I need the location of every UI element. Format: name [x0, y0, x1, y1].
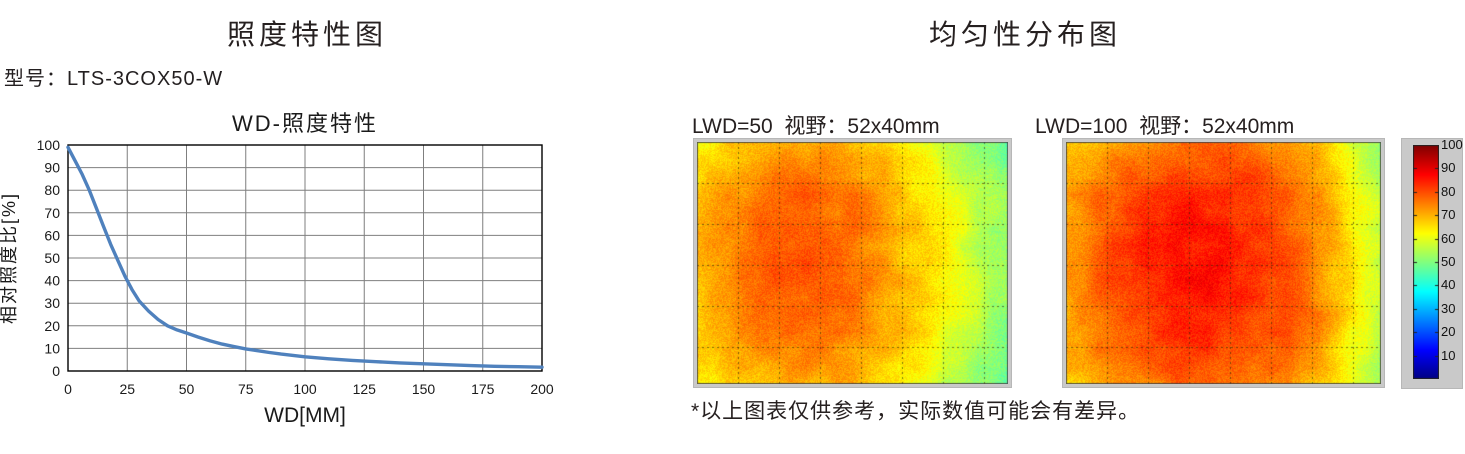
colorbar-tick-label: 10 — [1441, 347, 1456, 363]
colorbar-tick-label: 30 — [1441, 300, 1456, 316]
x-axis-tick-label: 50 — [179, 381, 195, 397]
y-axis-label: 相对照度比[%] — [0, 192, 19, 324]
y-axis-tick-label: 60 — [44, 227, 60, 243]
y-axis-tick-label: 30 — [44, 295, 60, 311]
uniformity-heatmap-lwd100 — [1063, 139, 1384, 387]
illuminance-curve — [66, 145, 544, 369]
chart-title: WD-照度特性 — [232, 111, 378, 136]
x-axis-tick-label: 175 — [471, 381, 495, 397]
y-axis-tick-label: 0 — [52, 363, 60, 379]
heatmap-lwd50-canvas — [697, 142, 1008, 384]
colorbar-tick-label: 50 — [1441, 254, 1456, 269]
wd-illuminance-line-chart: 0 10 20 30 40 50 60 70 80 90 100 0 25 50 75 100 125 150 17… — [0, 111, 554, 427]
model-number-label: 型号：LTS-3COX50-W — [4, 68, 224, 90]
y-axis-tick-label: 10 — [44, 340, 60, 356]
colorbar-panel: 100 90 80 70 60 50 40 30 20 10 — [1402, 137, 1463, 388]
x-axis-label: WD[MM] — [264, 404, 346, 427]
y-axis-tick-label: 50 — [44, 250, 60, 266]
y-axis-tick-label: 70 — [44, 205, 60, 221]
x-axis-tick-label: 100 — [293, 381, 317, 397]
y-axis-tick-label: 20 — [44, 318, 60, 334]
heatmap-lwd50-label: LWD=50 视野：52x40mm — [692, 115, 940, 138]
heatmap-lwd100-label: LWD=100 视野：52x40mm — [1035, 115, 1295, 138]
x-axis-tick-label: 200 — [530, 381, 554, 397]
uniformity-heatmap-lwd50 — [694, 139, 1011, 387]
y-axis-tick-label: 100 — [37, 137, 61, 153]
colorbar-tick-label: 70 — [1441, 207, 1456, 223]
x-axis-tick-label: 125 — [353, 381, 377, 397]
heatmap-lwd100-canvas — [1066, 142, 1381, 384]
x-axis-tick-label: 75 — [238, 381, 254, 397]
colorbar-tick-label: 20 — [1441, 324, 1456, 340]
chart-plot-border — [67, 144, 543, 372]
colorbar-tick-label: 100 — [1441, 137, 1463, 152]
colorbar-tick-label: 60 — [1441, 230, 1456, 246]
uniformity-section-title: 均匀性分布图 — [928, 19, 1121, 50]
colorbar-tick-label: 90 — [1441, 160, 1456, 176]
x-axis-tick-label: 25 — [119, 381, 135, 397]
colorbar-gradient — [1413, 145, 1439, 379]
colorbar-tick-label: 80 — [1441, 183, 1456, 199]
y-axis-tick-label: 40 — [44, 273, 60, 289]
x-axis-tick-label: 150 — [412, 381, 436, 397]
y-axis-tick-label: 80 — [44, 182, 60, 198]
x-axis-tick-label: 0 — [64, 381, 72, 397]
colorbar-tick-label: 40 — [1441, 277, 1456, 293]
disclaimer-footnote: *以上图表仅供参考，实际数值可能会有差异。 — [691, 400, 1141, 423]
illuminance-section-title: 照度特性图 — [226, 19, 387, 50]
y-axis-tick-label: 90 — [44, 160, 60, 176]
